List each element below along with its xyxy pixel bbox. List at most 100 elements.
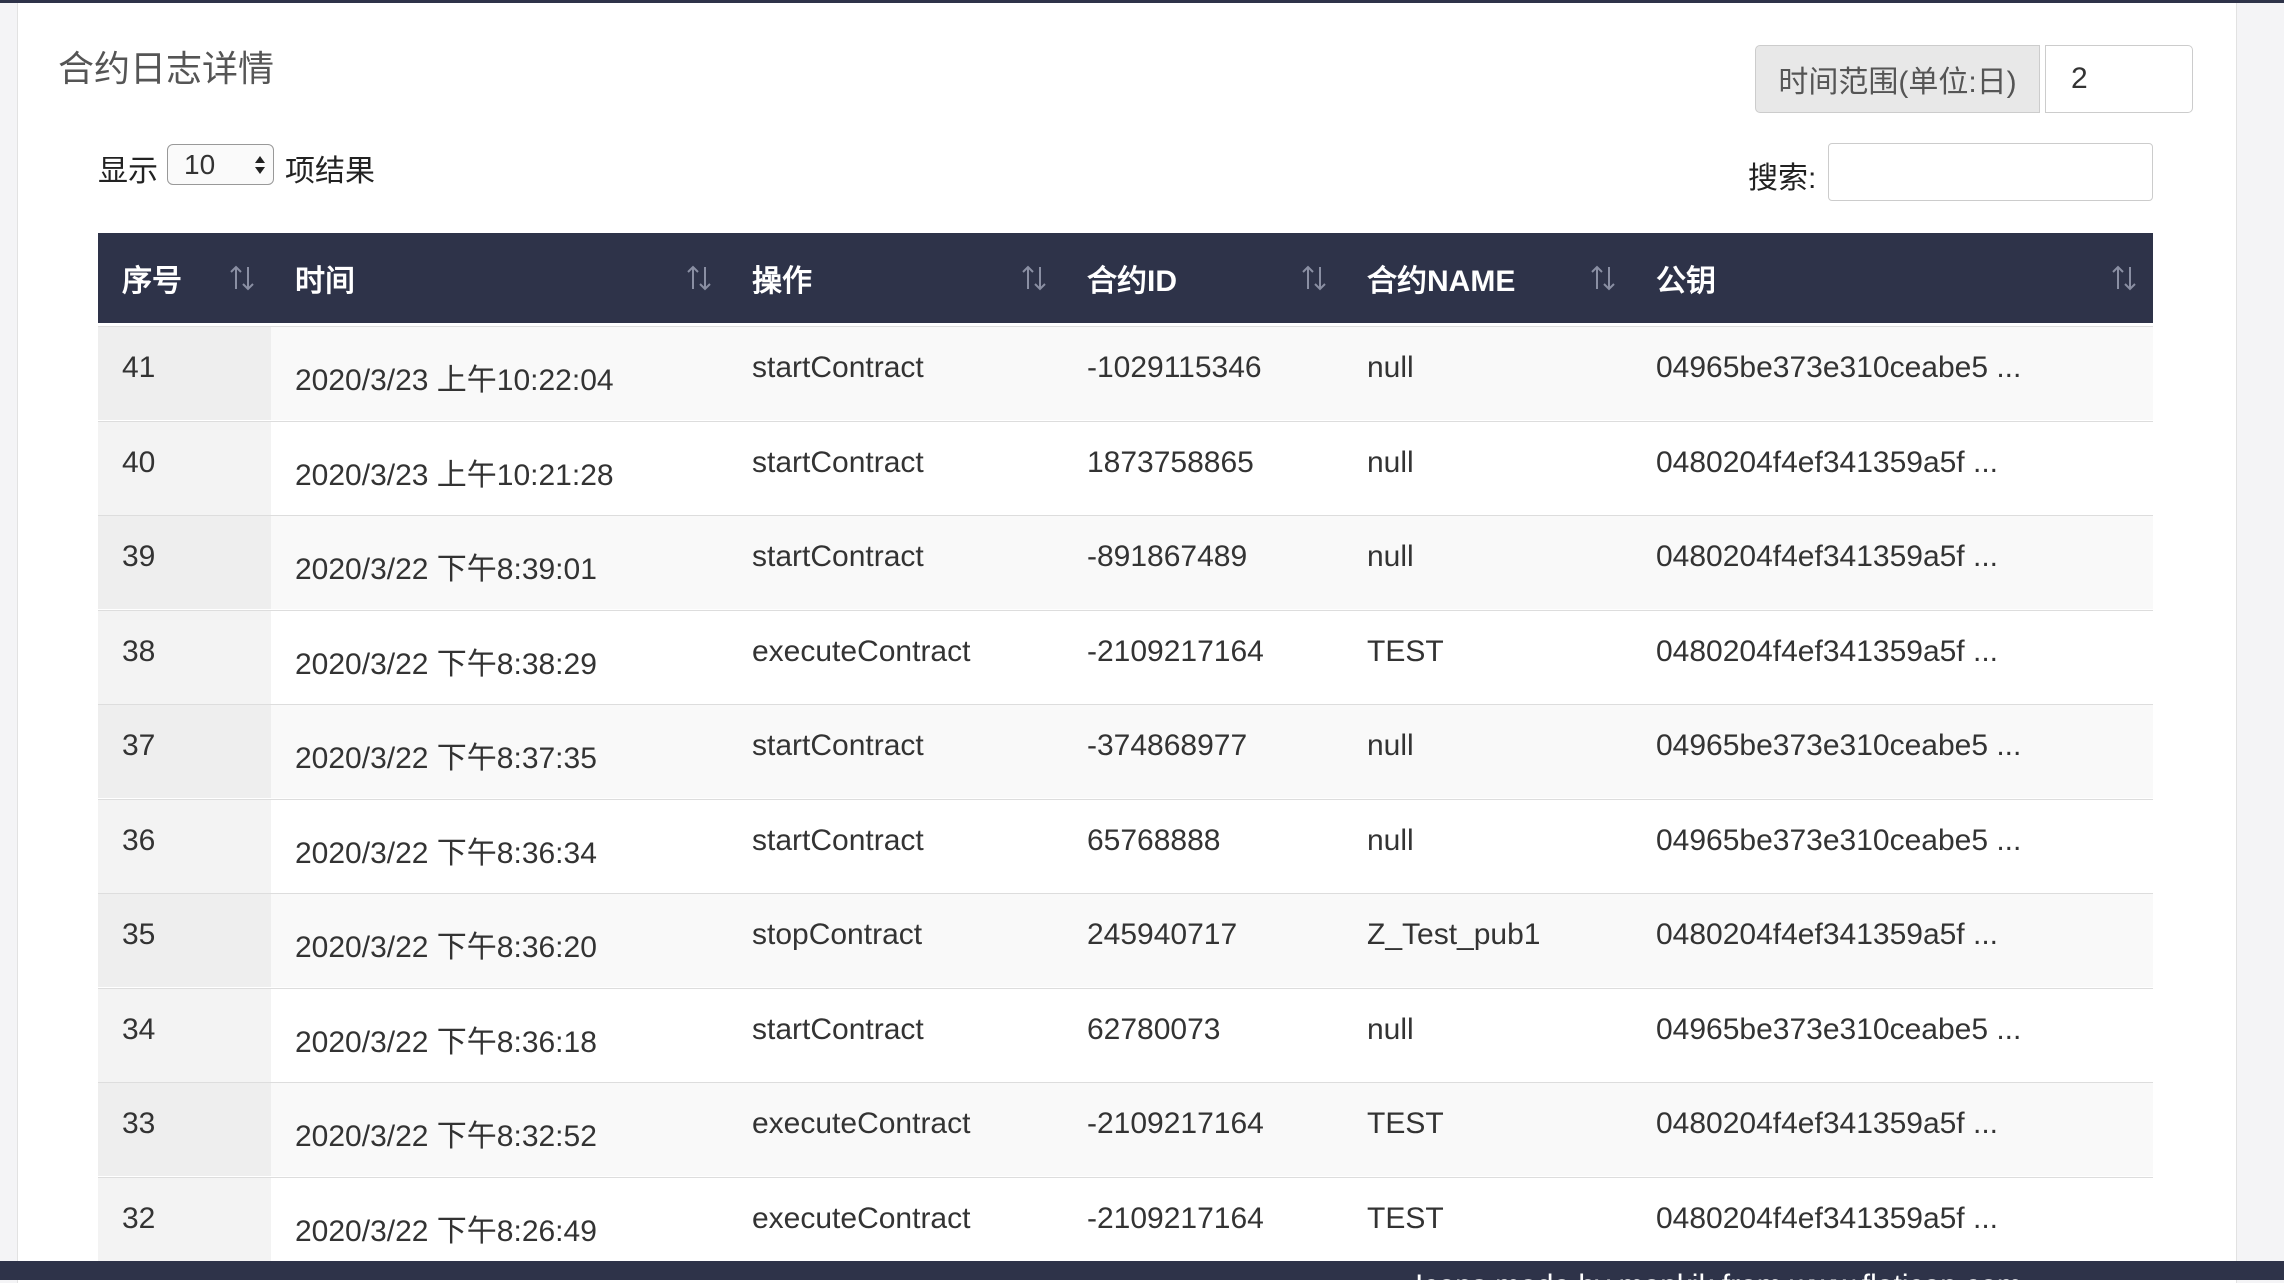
table-cell: 2020/3/22 下午8:36:34 [295,836,597,870]
table-cell: null [1367,351,1414,384]
column-header[interactable]: 公钥 [1632,233,2153,323]
table-cell: 245940717 [1087,918,1238,951]
table-cell: 1873758865 [1087,445,1254,479]
table-cell: startContract [752,823,924,857]
table-cell: 62780073 [1087,1012,1221,1046]
table-cell: 2020/3/22 下午8:39:01 [295,553,597,586]
table-row[interactable]: 34 2020/3/22 下午8:36:18 startContract 627800… [98,987,2153,1082]
table-cell: startContract [752,445,924,479]
table-cell: -1029115346 [1087,351,1262,384]
table-header: 序号 时间 操作 合约ID 合约NAME 公钥 [98,233,2153,323]
table-cell: startContract [752,351,924,384]
panel-title: 合约日志详情 [58,48,275,89]
table-cell: -374868977 [1087,729,1248,762]
table-cell: 2020/3/23 上午10:22:04 [295,364,614,397]
table-cell: Z_Test_pub1 [1367,918,1541,951]
select-arrows [255,156,265,174]
result-label: 项结果 [285,155,375,188]
table-cell: startContract [752,540,924,573]
table-cell: 0480204f4ef341359a5f ... [1656,918,1998,951]
column-header[interactable]: 序号 [98,233,271,323]
table-cell: 34 [98,988,271,1082]
column-header[interactable]: 操作 [728,233,1063,323]
table-cell: 2020/3/22 下午8:36:20 [295,931,597,964]
table-cell: 39 [98,516,271,609]
table-cell: null [1367,1012,1414,1046]
table-row[interactable]: 37 2020/3/22 下午8:37:35 startContract -37486… [98,704,2153,798]
page-size-value: 10 [184,148,216,180]
table-row[interactable]: 33 2020/3/22 下午8:32:52 executeContract -210… [98,1082,2153,1176]
table-cell: startContract [752,1012,924,1046]
table-cell: 04965be373e310ceabe5 ... [1656,729,2022,762]
table-cell: 35 [98,894,271,987]
table-cell: 04965be373e310ceabe5 ... [1656,1012,2022,1046]
sort-icon [230,265,254,291]
footer: Icons made by monkik from www.flaticon.c… [0,1261,2284,1280]
table-cell: stopContract [752,918,923,951]
page-size-select[interactable]: 10 [167,144,274,185]
table-row[interactable]: 35 2020/3/22 下午8:36:20 stopContract 2459407… [98,893,2153,987]
sort-icon [1591,265,1615,291]
table-cell: 33 [98,1083,271,1176]
table-cell: executeContract [752,1201,971,1235]
table-cell: 0480204f4ef341359a5f ... [1656,634,1998,668]
column-title: 序号 [122,265,182,298]
table-cell: 0480204f4ef341359a5f ... [1656,1201,1998,1235]
range-input[interactable]: 2 [2045,45,2193,113]
top-border [0,0,2284,3]
table-cell: 2020/3/22 下午8:36:18 [295,1025,597,1059]
table-cell: -2109217164 [1087,1201,1264,1235]
table-cell: 32 [98,1177,271,1271]
column-header[interactable]: 合约NAME [1343,233,1632,323]
table-cell: startContract [752,729,924,762]
range-button[interactable]: 时间范围(单位:日) [1755,45,2040,113]
table-cell: 41 [98,327,271,420]
table-cell: null [1367,823,1414,857]
table-cell: 65768888 [1087,823,1221,857]
table-cell: executeContract [752,1107,971,1140]
table-cell: null [1367,445,1414,479]
table-cell: TEST [1367,1201,1444,1235]
table-cell: null [1367,540,1414,573]
column-header[interactable]: 时间 [271,233,728,323]
table-cell: 0480204f4ef341359a5f ... [1656,1107,1998,1140]
search-input[interactable] [1828,143,2153,201]
column-title: 操作 [752,265,812,298]
table-cell: 2020/3/22 下午8:26:49 [295,1214,597,1248]
table-cell: executeContract [752,634,971,668]
table-cell: 0480204f4ef341359a5f ... [1656,540,1998,573]
table-cell: -2109217164 [1087,1107,1264,1140]
table-cell: 2020/3/22 下午8:37:35 [295,742,597,775]
table-row[interactable]: 32 2020/3/22 下午8:26:49 executeContract -210… [98,1176,2153,1271]
table-row[interactable]: 40 2020/3/23 上午10:21:28 startContract 18737… [98,420,2153,515]
table-cell: 37 [98,705,271,798]
sort-icon [687,265,711,291]
table-cell: 2020/3/23 上午10:21:28 [295,458,614,492]
table-cell: TEST [1367,1107,1444,1140]
column-title: 合约ID [1087,265,1177,298]
table-cell: 04965be373e310ceabe5 ... [1656,351,2022,384]
table-cell: 40 [98,421,271,515]
table-cell: -891867489 [1087,540,1248,573]
search-label: 搜索: [1748,162,1817,195]
column-title: 时间 [295,265,355,298]
table-row[interactable]: 38 2020/3/22 下午8:38:29 executeContract -210… [98,609,2153,704]
table-cell: null [1367,729,1414,762]
table-cell: 2020/3/22 下午8:38:29 [295,647,597,681]
table-cell: 38 [98,610,271,704]
footer-text: Icons made by monkik from www.flaticon.c… [1415,1269,2022,1280]
table-cell: 2020/3/22 下午8:32:52 [295,1120,597,1153]
table-cell: TEST [1367,634,1444,668]
show-label: 显示 [98,155,158,188]
sort-icon [1022,265,1046,291]
sort-icon [2112,265,2136,291]
column-title: 合约NAME [1367,265,1516,298]
table-cell: 0480204f4ef341359a5f ... [1656,445,1998,479]
column-title: 公钥 [1656,265,1716,298]
table-cell: -2109217164 [1087,634,1264,668]
table-row[interactable]: 36 2020/3/22 下午8:36:34 startContract 657688… [98,798,2153,893]
table-row[interactable]: 41 2020/3/23 上午10:22:04 startContract -1029… [98,326,2153,420]
column-header[interactable]: 合约ID [1063,233,1343,323]
table-row[interactable]: 39 2020/3/22 下午8:39:01 startContract -89186… [98,515,2153,609]
